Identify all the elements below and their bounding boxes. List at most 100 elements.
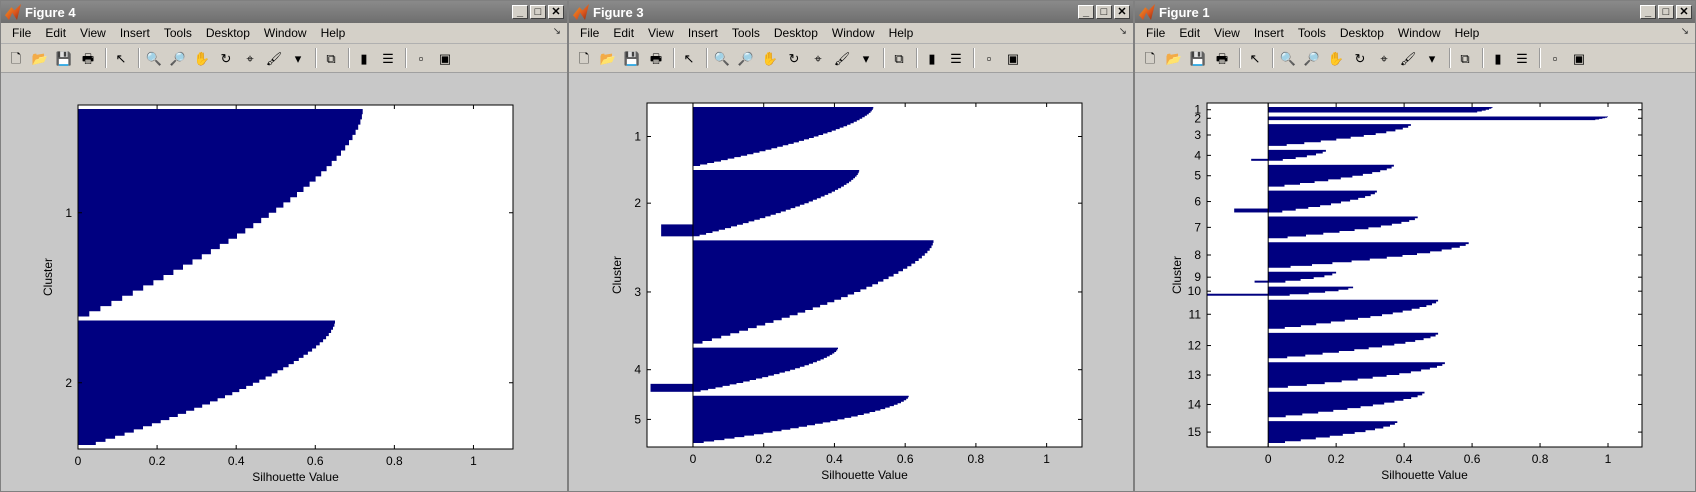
rotate-3d-icon[interactable]: ↻: [220, 50, 232, 66]
menu-tools[interactable]: Tools: [731, 26, 760, 40]
figure-window[interactable]: Figure 4 _ □ ✕ File Edit View Insert Tools Deskto…: [0, 0, 568, 492]
zoom-in-icon[interactable]: 🔍: [145, 50, 163, 66]
menu-tools[interactable]: Tools: [163, 26, 192, 40]
menu-desktop[interactable]: Desktop: [773, 26, 818, 40]
rotate-3d-icon[interactable]: ↻: [788, 50, 800, 66]
data-cursor-icon[interactable]: ⌖: [1380, 50, 1388, 66]
figure-window[interactable]: Figure 1 _ □ ✕ File Edit View Insert Tools Deskto…: [1134, 0, 1696, 492]
plot-area: 0 0.2 0.4 0.6 0.8 1 1 2 Silhouette Value Cluster: [1, 73, 567, 491]
menu-view[interactable]: View: [1214, 26, 1240, 40]
new-file-icon[interactable]: 🗋: [578, 50, 590, 66]
minimize-button[interactable]: _: [1078, 5, 1094, 19]
dock-arrow-icon[interactable]: ↘: [552, 26, 561, 37]
save-icon[interactable]: 💾: [55, 50, 73, 66]
link-plot-icon[interactable]: ⧉: [326, 50, 336, 66]
title-bar[interactable]: Figure 1 _ □ ✕: [1135, 1, 1695, 23]
save-icon[interactable]: 💾: [1189, 50, 1207, 66]
minimize-button[interactable]: _: [1640, 5, 1656, 19]
hide-plot-tools-icon[interactable]: ▫: [418, 50, 424, 66]
minimize-button[interactable]: _: [512, 5, 528, 19]
menu-bar: File Edit View Insert Tools Desktop Window Help…: [569, 23, 1133, 44]
print-icon[interactable]: 🖶: [1215, 50, 1229, 66]
show-plot-tools-icon[interactable]: ▣: [1572, 50, 1586, 66]
link-plot-icon[interactable]: ⧉: [1460, 50, 1470, 66]
close-button[interactable]: ✕: [1114, 5, 1130, 19]
print-icon[interactable]: 🖶: [649, 50, 663, 66]
menu-file[interactable]: File: [12, 26, 32, 40]
menu-edit[interactable]: Edit: [1179, 26, 1201, 40]
close-button[interactable]: ✕: [548, 5, 564, 19]
legend-icon[interactable]: ☰: [1516, 50, 1528, 66]
title-bar[interactable]: Figure 3 _ □ ✕: [569, 1, 1133, 23]
data-cursor-icon[interactable]: ⌖: [814, 50, 822, 66]
menu-edit[interactable]: Edit: [45, 26, 67, 40]
legend-icon[interactable]: ☰: [950, 50, 962, 66]
brush-menu-icon[interactable]: ▾: [1428, 50, 1436, 66]
brush-icon[interactable]: 🖌: [1399, 50, 1417, 66]
colorbar-icon[interactable]: ▮: [360, 50, 368, 66]
brush-icon[interactable]: 🖌: [265, 50, 283, 66]
zoom-in-icon[interactable]: 🔍: [713, 50, 731, 66]
zoom-out-icon[interactable]: 🔎: [169, 50, 187, 66]
brush-icon[interactable]: 🖌: [833, 50, 851, 66]
menu-file[interactable]: File: [580, 26, 600, 40]
dock-arrow-icon[interactable]: ↘: [1118, 26, 1127, 37]
data-cursor-icon[interactable]: ⌖: [246, 50, 254, 66]
menu-tools[interactable]: Tools: [1297, 26, 1326, 40]
rotate-3d-icon[interactable]: ↻: [1354, 50, 1366, 66]
show-plot-tools-icon[interactable]: ▣: [438, 50, 452, 66]
menu-window[interactable]: Window: [831, 26, 875, 40]
dock-arrow-icon[interactable]: ↘: [1680, 26, 1689, 37]
maximize-button[interactable]: □: [1096, 5, 1112, 19]
open-folder-icon[interactable]: 📂: [1165, 50, 1183, 66]
print-icon[interactable]: 🖶: [81, 50, 95, 66]
menu-edit[interactable]: Edit: [613, 26, 635, 40]
figure-window[interactable]: Figure 3 _ □ ✕ File Edit View Insert Tools Deskto…: [568, 0, 1134, 492]
menu-desktop[interactable]: Desktop: [205, 26, 250, 40]
pan-hand-icon[interactable]: ✋: [193, 50, 211, 66]
maximize-button[interactable]: □: [530, 5, 546, 19]
cluster-bar-group: [1268, 216, 1418, 239]
menu-view[interactable]: View: [648, 26, 674, 40]
pointer-icon[interactable]: ↖: [683, 50, 695, 66]
hide-plot-tools-icon[interactable]: ▫: [1552, 50, 1558, 66]
menu-window[interactable]: Window: [263, 26, 307, 40]
hide-plot-tools-icon[interactable]: ▫: [986, 50, 992, 66]
toolbar-separator: [1449, 48, 1451, 68]
zoom-out-icon[interactable]: 🔎: [737, 50, 755, 66]
pointer-icon[interactable]: ↖: [115, 50, 127, 66]
menu-insert[interactable]: Insert: [687, 26, 718, 40]
menu-insert[interactable]: Insert: [119, 26, 150, 40]
zoom-in-icon[interactable]: 🔍: [1279, 50, 1297, 66]
menu-help[interactable]: Help: [1454, 26, 1480, 40]
maximize-button[interactable]: □: [1658, 5, 1674, 19]
pointer-icon[interactable]: ↖: [1249, 50, 1261, 66]
pan-hand-icon[interactable]: ✋: [1327, 50, 1345, 66]
colorbar-icon[interactable]: ▮: [928, 50, 936, 66]
menu-file[interactable]: File: [1146, 26, 1166, 40]
new-file-icon[interactable]: 🗋: [1144, 50, 1156, 66]
title-bar[interactable]: Figure 4 _ □ ✕: [1, 1, 567, 23]
menu-insert[interactable]: Insert: [1253, 26, 1284, 40]
zoom-out-icon[interactable]: 🔎: [1303, 50, 1321, 66]
show-plot-tools-icon[interactable]: ▣: [1006, 50, 1020, 66]
menu-help[interactable]: Help: [320, 26, 346, 40]
open-folder-icon[interactable]: 📂: [599, 50, 617, 66]
brush-menu-icon[interactable]: ▾: [294, 50, 302, 66]
open-folder-icon[interactable]: 📂: [31, 50, 49, 66]
colorbar-icon[interactable]: ▮: [1494, 50, 1502, 66]
menu-desktop[interactable]: Desktop: [1339, 26, 1384, 40]
maximize-icon: □: [534, 5, 542, 18]
menu-view[interactable]: View: [80, 26, 106, 40]
link-plot-icon[interactable]: ⧉: [894, 50, 904, 66]
brush-menu-icon[interactable]: ▾: [862, 50, 870, 66]
legend-icon[interactable]: ☰: [382, 50, 394, 66]
pan-hand-icon[interactable]: ✋: [761, 50, 779, 66]
y-axis-label: Cluster: [610, 256, 624, 294]
menu-window[interactable]: Window: [1397, 26, 1441, 40]
save-icon[interactable]: 💾: [623, 50, 641, 66]
close-button[interactable]: ✕: [1676, 5, 1692, 19]
menu-help[interactable]: Help: [888, 26, 914, 40]
axes-box: [77, 104, 514, 450]
new-file-icon[interactable]: 🗋: [10, 50, 22, 66]
